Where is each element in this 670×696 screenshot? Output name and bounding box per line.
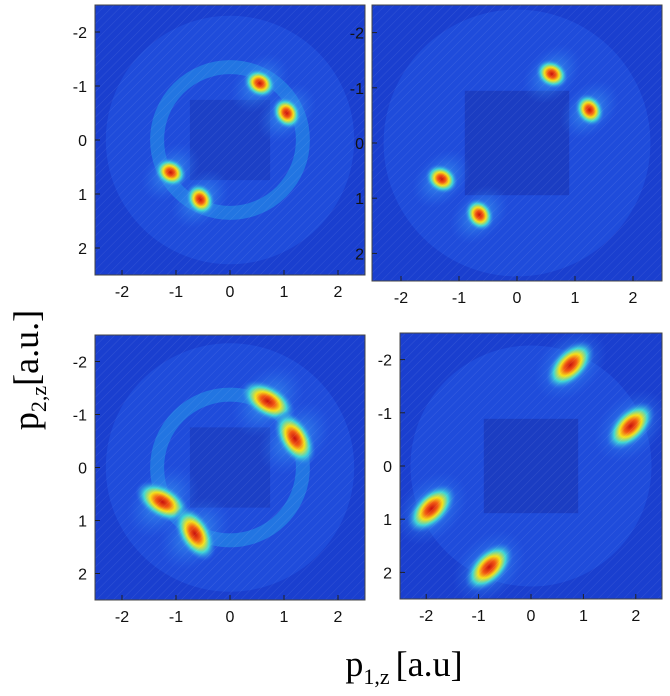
x-tick-label: 0 bbox=[226, 284, 235, 301]
y-tick-label: -1 bbox=[73, 408, 87, 425]
y-tick-label: 2 bbox=[383, 565, 392, 582]
y-tick-label: 0 bbox=[78, 461, 87, 478]
x-axis-title: p1,z [a.u] bbox=[345, 644, 462, 689]
texture bbox=[95, 5, 365, 275]
y-tick-label: -1 bbox=[350, 81, 364, 98]
y-tick-label: 1 bbox=[78, 187, 87, 204]
x-tick-label: -1 bbox=[169, 284, 183, 301]
y-tick-label: 1 bbox=[78, 514, 87, 531]
x-tick-label: 2 bbox=[631, 608, 640, 625]
y-tick-label: -1 bbox=[378, 406, 392, 423]
y-tick-label: 0 bbox=[355, 136, 364, 153]
y-tick-label: -1 bbox=[73, 79, 87, 96]
y-tick-label: 0 bbox=[78, 133, 87, 150]
panel-top-right: -2 -1 0 1 2 2 1 0 -1 -2 bbox=[350, 4, 663, 307]
plot-area bbox=[95, 335, 365, 600]
x-tick-label: -2 bbox=[115, 609, 129, 626]
plot-area bbox=[95, 5, 365, 275]
plot-area bbox=[400, 333, 662, 599]
texture bbox=[372, 5, 662, 281]
x-tick-label: -2 bbox=[419, 608, 433, 625]
svg-text:p1,z[a.u]: p1,z [a.u] bbox=[345, 644, 462, 689]
x-tick-label: -1 bbox=[452, 290, 466, 307]
y-tick-label: 2 bbox=[78, 567, 87, 584]
x-tick-label: 1 bbox=[579, 608, 588, 625]
texture bbox=[400, 333, 662, 599]
plot-area bbox=[372, 5, 662, 281]
x-tick-label: -2 bbox=[394, 290, 408, 307]
x-tick-label: 1 bbox=[571, 290, 580, 307]
x-tick-label: 1 bbox=[280, 284, 289, 301]
x-tick-label: -1 bbox=[169, 609, 183, 626]
y-tick-label: -2 bbox=[378, 353, 392, 370]
y-tick-label: 2 bbox=[355, 246, 364, 263]
y-tick-label: -2 bbox=[73, 25, 87, 42]
y-tick-label: 0 bbox=[383, 459, 392, 476]
x-tick-label: 1 bbox=[280, 609, 289, 626]
x-tick-label: 2 bbox=[334, 609, 343, 626]
x-tick-label: -2 bbox=[115, 284, 129, 301]
x-tick-label: 2 bbox=[629, 290, 638, 307]
svg-text:p2,z[a.u.]: p2,z[a.u.] bbox=[6, 310, 51, 430]
x-tick-label: -1 bbox=[471, 608, 485, 625]
y-axis-title: p2,z[a.u.] bbox=[6, 310, 51, 430]
x-tick-label: 2 bbox=[334, 284, 343, 301]
y-tick-label: 1 bbox=[383, 512, 392, 529]
panel-bottom-right: -2 -1 0 1 2 2 1 0 -1 -2 bbox=[378, 332, 663, 625]
x-tick-label: 0 bbox=[527, 608, 536, 625]
y-tick-label: 1 bbox=[355, 191, 364, 208]
panel-top-left: -2 -1 0 1 2 2 1 0 -1 -2 bbox=[73, 4, 366, 301]
x-tick-label: 0 bbox=[226, 609, 235, 626]
x-tick-label: 0 bbox=[513, 290, 522, 307]
y-tick-label: 2 bbox=[78, 241, 87, 258]
y-tick-label: -2 bbox=[350, 26, 364, 43]
texture bbox=[95, 335, 365, 600]
panel-bottom-left: -2 -1 0 1 2 2 1 0 -1 -2 bbox=[73, 334, 366, 626]
y-tick-label: -2 bbox=[73, 355, 87, 372]
